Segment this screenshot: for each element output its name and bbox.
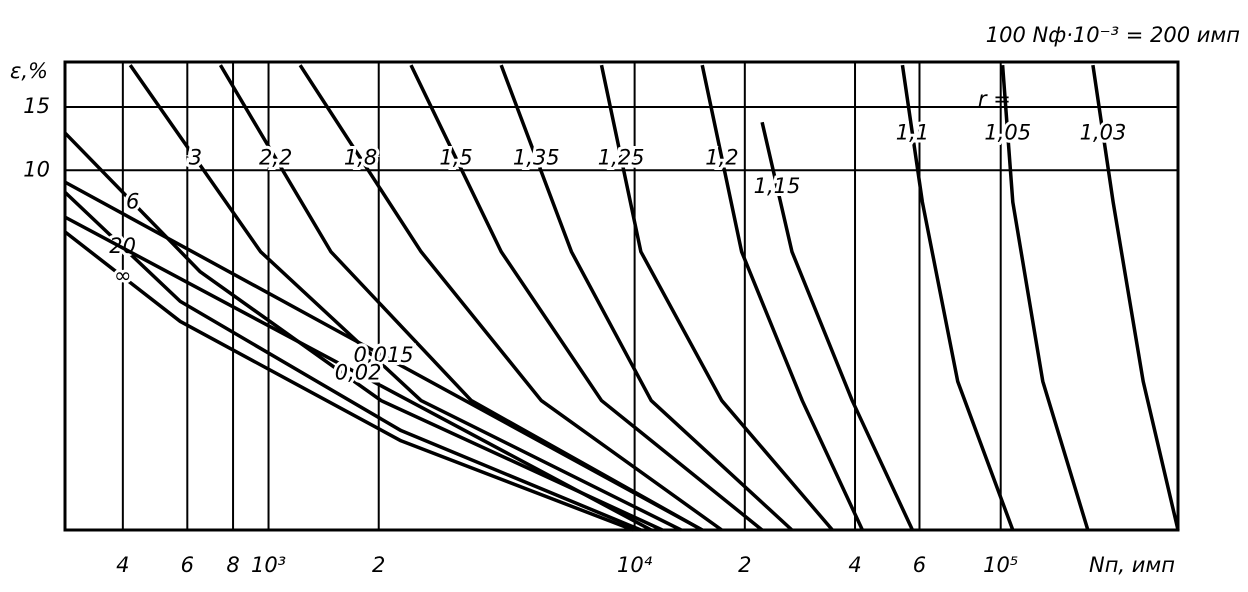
curve-label: 1,15: [754, 174, 801, 198]
curve: [218, 64, 704, 532]
curve-label: 6: [126, 189, 139, 213]
curve-label: 1,03: [1080, 121, 1127, 145]
curve: [63, 230, 634, 532]
curve: [128, 64, 682, 532]
curve-label: 1,1: [896, 121, 929, 145]
curve: [64, 215, 653, 532]
x-tick-label: 8: [226, 553, 239, 577]
curve: [64, 180, 704, 532]
curve: [298, 64, 723, 532]
curve-label: 1,35: [513, 145, 560, 169]
x-tick-label: 6: [913, 553, 926, 577]
x-tick-label: 10⁴: [617, 553, 653, 577]
curve: [1000, 65, 1090, 531]
curve: [499, 64, 794, 532]
x-tick-label: 2: [372, 553, 385, 577]
curve: [599, 64, 834, 532]
curve: [700, 64, 864, 531]
curve-label: 0,015: [354, 343, 414, 367]
curve-label: 3: [189, 145, 202, 169]
y-tick-label: 15: [23, 94, 50, 118]
x-axis-label: Nп, имп: [1089, 553, 1175, 577]
plot-frame: [63, 60, 1180, 532]
curve-label: 1,2: [705, 145, 738, 169]
x-tick-label: 4: [848, 553, 861, 577]
curve: [1091, 64, 1180, 531]
chart-title: 100 Nф·10⁻³ = 200 имп: [986, 23, 1240, 47]
y-tick-label: 10: [23, 157, 50, 181]
curve: [409, 64, 764, 532]
curve-label: 1,25: [598, 145, 645, 169]
x-tick-label: 2: [738, 553, 751, 577]
curve: [63, 131, 664, 532]
curve-label: ∞: [114, 264, 132, 288]
curve-label: 1,5: [439, 145, 472, 169]
x-tick-label: 4: [116, 553, 129, 577]
curve-label: 1,05: [984, 121, 1031, 145]
curve-label: 1,8: [344, 145, 377, 169]
x-tick-label: 10⁵: [983, 553, 1018, 577]
curve-label: 2,2: [259, 145, 292, 169]
curve: [760, 121, 915, 531]
curve-label: 0,02: [335, 361, 382, 385]
x-tick-label: 10³: [251, 553, 286, 577]
x-tick-label: 6: [181, 553, 194, 577]
curve: [900, 64, 1015, 531]
y-axis-label: ε,%: [10, 59, 48, 83]
